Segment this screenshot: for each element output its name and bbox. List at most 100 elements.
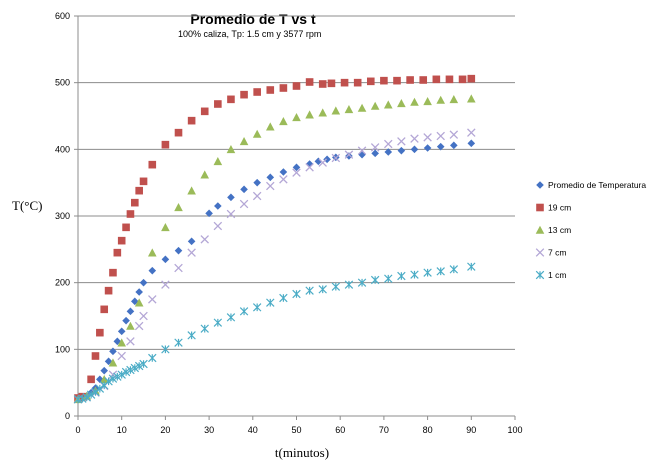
data-point [122, 223, 130, 232]
data-point [357, 278, 367, 287]
data-point [161, 223, 170, 232]
data-point [252, 191, 262, 201]
data-point [226, 209, 236, 219]
data-point [318, 285, 327, 294]
data-point [467, 139, 476, 148]
data-point [147, 248, 157, 257]
y-tick-label: 300 [55, 211, 70, 221]
data-points [73, 74, 476, 404]
data-point [213, 221, 223, 231]
data-point [357, 146, 367, 155]
data-point [252, 129, 262, 138]
data-point [86, 390, 96, 399]
data-point [423, 97, 432, 106]
data-point [100, 305, 109, 314]
data-point [279, 293, 288, 303]
legend-marker [535, 248, 545, 257]
data-point [292, 163, 301, 172]
data-point [174, 246, 183, 255]
data-point [410, 145, 419, 154]
data-point [239, 137, 249, 146]
data-point [358, 150, 366, 159]
data-point [139, 177, 148, 186]
y-tick-labels: 0 100 200 300 400 500 600 [55, 11, 70, 421]
data-point [131, 198, 139, 207]
data-point [240, 90, 248, 99]
data-point [126, 210, 135, 218]
series-1-cm [73, 262, 476, 404]
data-point [436, 267, 445, 276]
data-point [318, 158, 327, 167]
data-point [370, 101, 380, 110]
data-point [117, 370, 126, 379]
data-point [174, 128, 183, 137]
data-point [134, 298, 144, 307]
data-point [292, 168, 301, 177]
data-point [345, 152, 353, 160]
series-7-cm [73, 128, 476, 404]
data-point [117, 338, 126, 347]
data-point [104, 286, 113, 295]
data-point [449, 130, 459, 139]
data-point [240, 185, 248, 194]
data-point [384, 139, 393, 149]
data-point [161, 280, 170, 289]
data-point [109, 347, 117, 356]
data-point [423, 133, 432, 142]
data-point [357, 103, 367, 112]
data-point [449, 95, 459, 104]
data-point [436, 95, 446, 104]
data-point [305, 78, 314, 86]
x-tick-label: 40 [248, 425, 258, 435]
data-point [253, 178, 261, 187]
data-point [252, 303, 262, 312]
data-point [239, 307, 249, 316]
data-point [397, 99, 406, 108]
data-point [384, 148, 393, 156]
data-point [108, 374, 118, 383]
y-tick-label: 200 [55, 278, 70, 288]
data-point [331, 153, 341, 163]
data-point [450, 141, 458, 150]
data-point [410, 134, 419, 143]
data-point [266, 173, 275, 182]
data-point [226, 145, 236, 154]
data-point [200, 107, 209, 116]
data-point [318, 108, 328, 117]
data-point [161, 140, 170, 149]
data-point [323, 155, 331, 164]
data-point [117, 351, 126, 361]
legend-marker [535, 225, 545, 234]
data-point [327, 79, 336, 88]
data-point [109, 268, 117, 277]
data-point [113, 372, 122, 381]
data-point [449, 265, 459, 274]
data-point [432, 75, 441, 84]
data-point [279, 175, 288, 184]
legend-item: 13 cm [535, 225, 571, 235]
data-point [423, 268, 432, 277]
data-point [126, 307, 135, 316]
data-point [239, 199, 249, 209]
data-point [187, 248, 196, 257]
data-point [266, 181, 275, 191]
data-point [305, 110, 314, 119]
data-point [292, 289, 301, 299]
data-point [279, 84, 288, 92]
legend-item: 1 cm [535, 270, 566, 280]
data-point [91, 387, 100, 397]
data-point [161, 255, 170, 264]
data-point [96, 328, 104, 337]
data-point [397, 271, 406, 281]
legend-label: 19 cm [548, 203, 571, 213]
data-point [200, 235, 209, 244]
data-point [126, 337, 135, 346]
x-tick-label: 0 [75, 425, 80, 435]
data-point [344, 280, 354, 289]
x-tick-label: 10 [117, 425, 127, 435]
data-point [161, 345, 170, 354]
y-tick-label: 400 [55, 144, 70, 154]
data-point [344, 150, 354, 159]
data-point [113, 248, 122, 257]
